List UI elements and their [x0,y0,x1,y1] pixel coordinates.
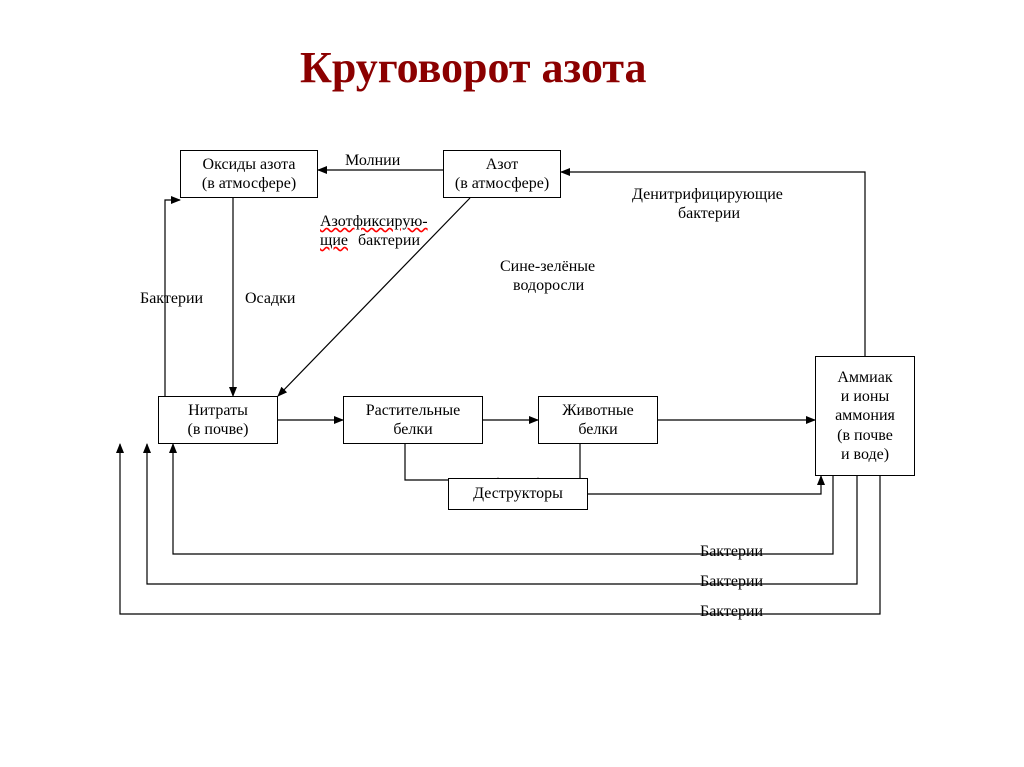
edge-label-bakt_b3: Бактерии [700,603,763,621]
node-line: Оксиды азота [203,155,296,174]
edge-label-denitr1: Денитрифицирующие [632,186,783,204]
edge-label-sine: Сине-зелёные [500,258,595,276]
node-nitrogen: Азот(в атмосфере) [443,150,561,198]
edge-label-molnii: Молнии [345,152,400,170]
node-line: (в атмосфере) [202,174,296,193]
edge-label-azotfix1: Азотфиксирую- [320,213,428,231]
node-line: (в почве) [188,420,249,439]
edge-label-azotfix2: щие [320,232,348,250]
arrow [588,476,821,494]
node-line: Аммиак [837,368,892,387]
edge-label-bakt_b2: Бактерии [700,573,763,591]
edge-label-osadki: Осадки [245,290,295,308]
node-line: и воде) [841,445,889,464]
page-title: Круговорот азота [300,42,647,93]
edge-label-azotfix2b: бактерии [358,232,420,250]
node-nitrates: Нитраты(в почве) [158,396,278,444]
edge-label-vodor: водоросли [513,277,584,295]
edge-label-bakt_b1: Бактерии [700,543,763,561]
edge-label-denitr2: бактерии [678,205,740,223]
node-destructors: Деструкторы [448,478,588,510]
node-animal-proteins: Животныебелки [538,396,658,444]
node-line: Деструкторы [473,484,563,503]
node-line: аммония [835,406,895,425]
node-line: и ионы [841,387,889,406]
edge-label-bakterii: Бактерии [140,290,203,308]
node-line: Растительные [366,401,460,420]
arrow [120,444,880,614]
node-line: Нитраты [188,401,248,420]
node-oxides: Оксиды азота(в атмосфере) [180,150,318,198]
node-line: Животные [562,401,634,420]
arrow [147,444,857,584]
node-ammonia: Аммиаки ионыаммония(в почвеи воде) [815,356,915,476]
arrow [405,444,498,480]
node-line: (в почве [837,426,893,445]
node-line: белки [393,420,432,439]
node-line: Азот [486,155,519,174]
arrow [538,444,580,480]
node-plant-proteins: Растительныебелки [343,396,483,444]
node-line: (в атмосфере) [455,174,549,193]
node-line: белки [578,420,617,439]
